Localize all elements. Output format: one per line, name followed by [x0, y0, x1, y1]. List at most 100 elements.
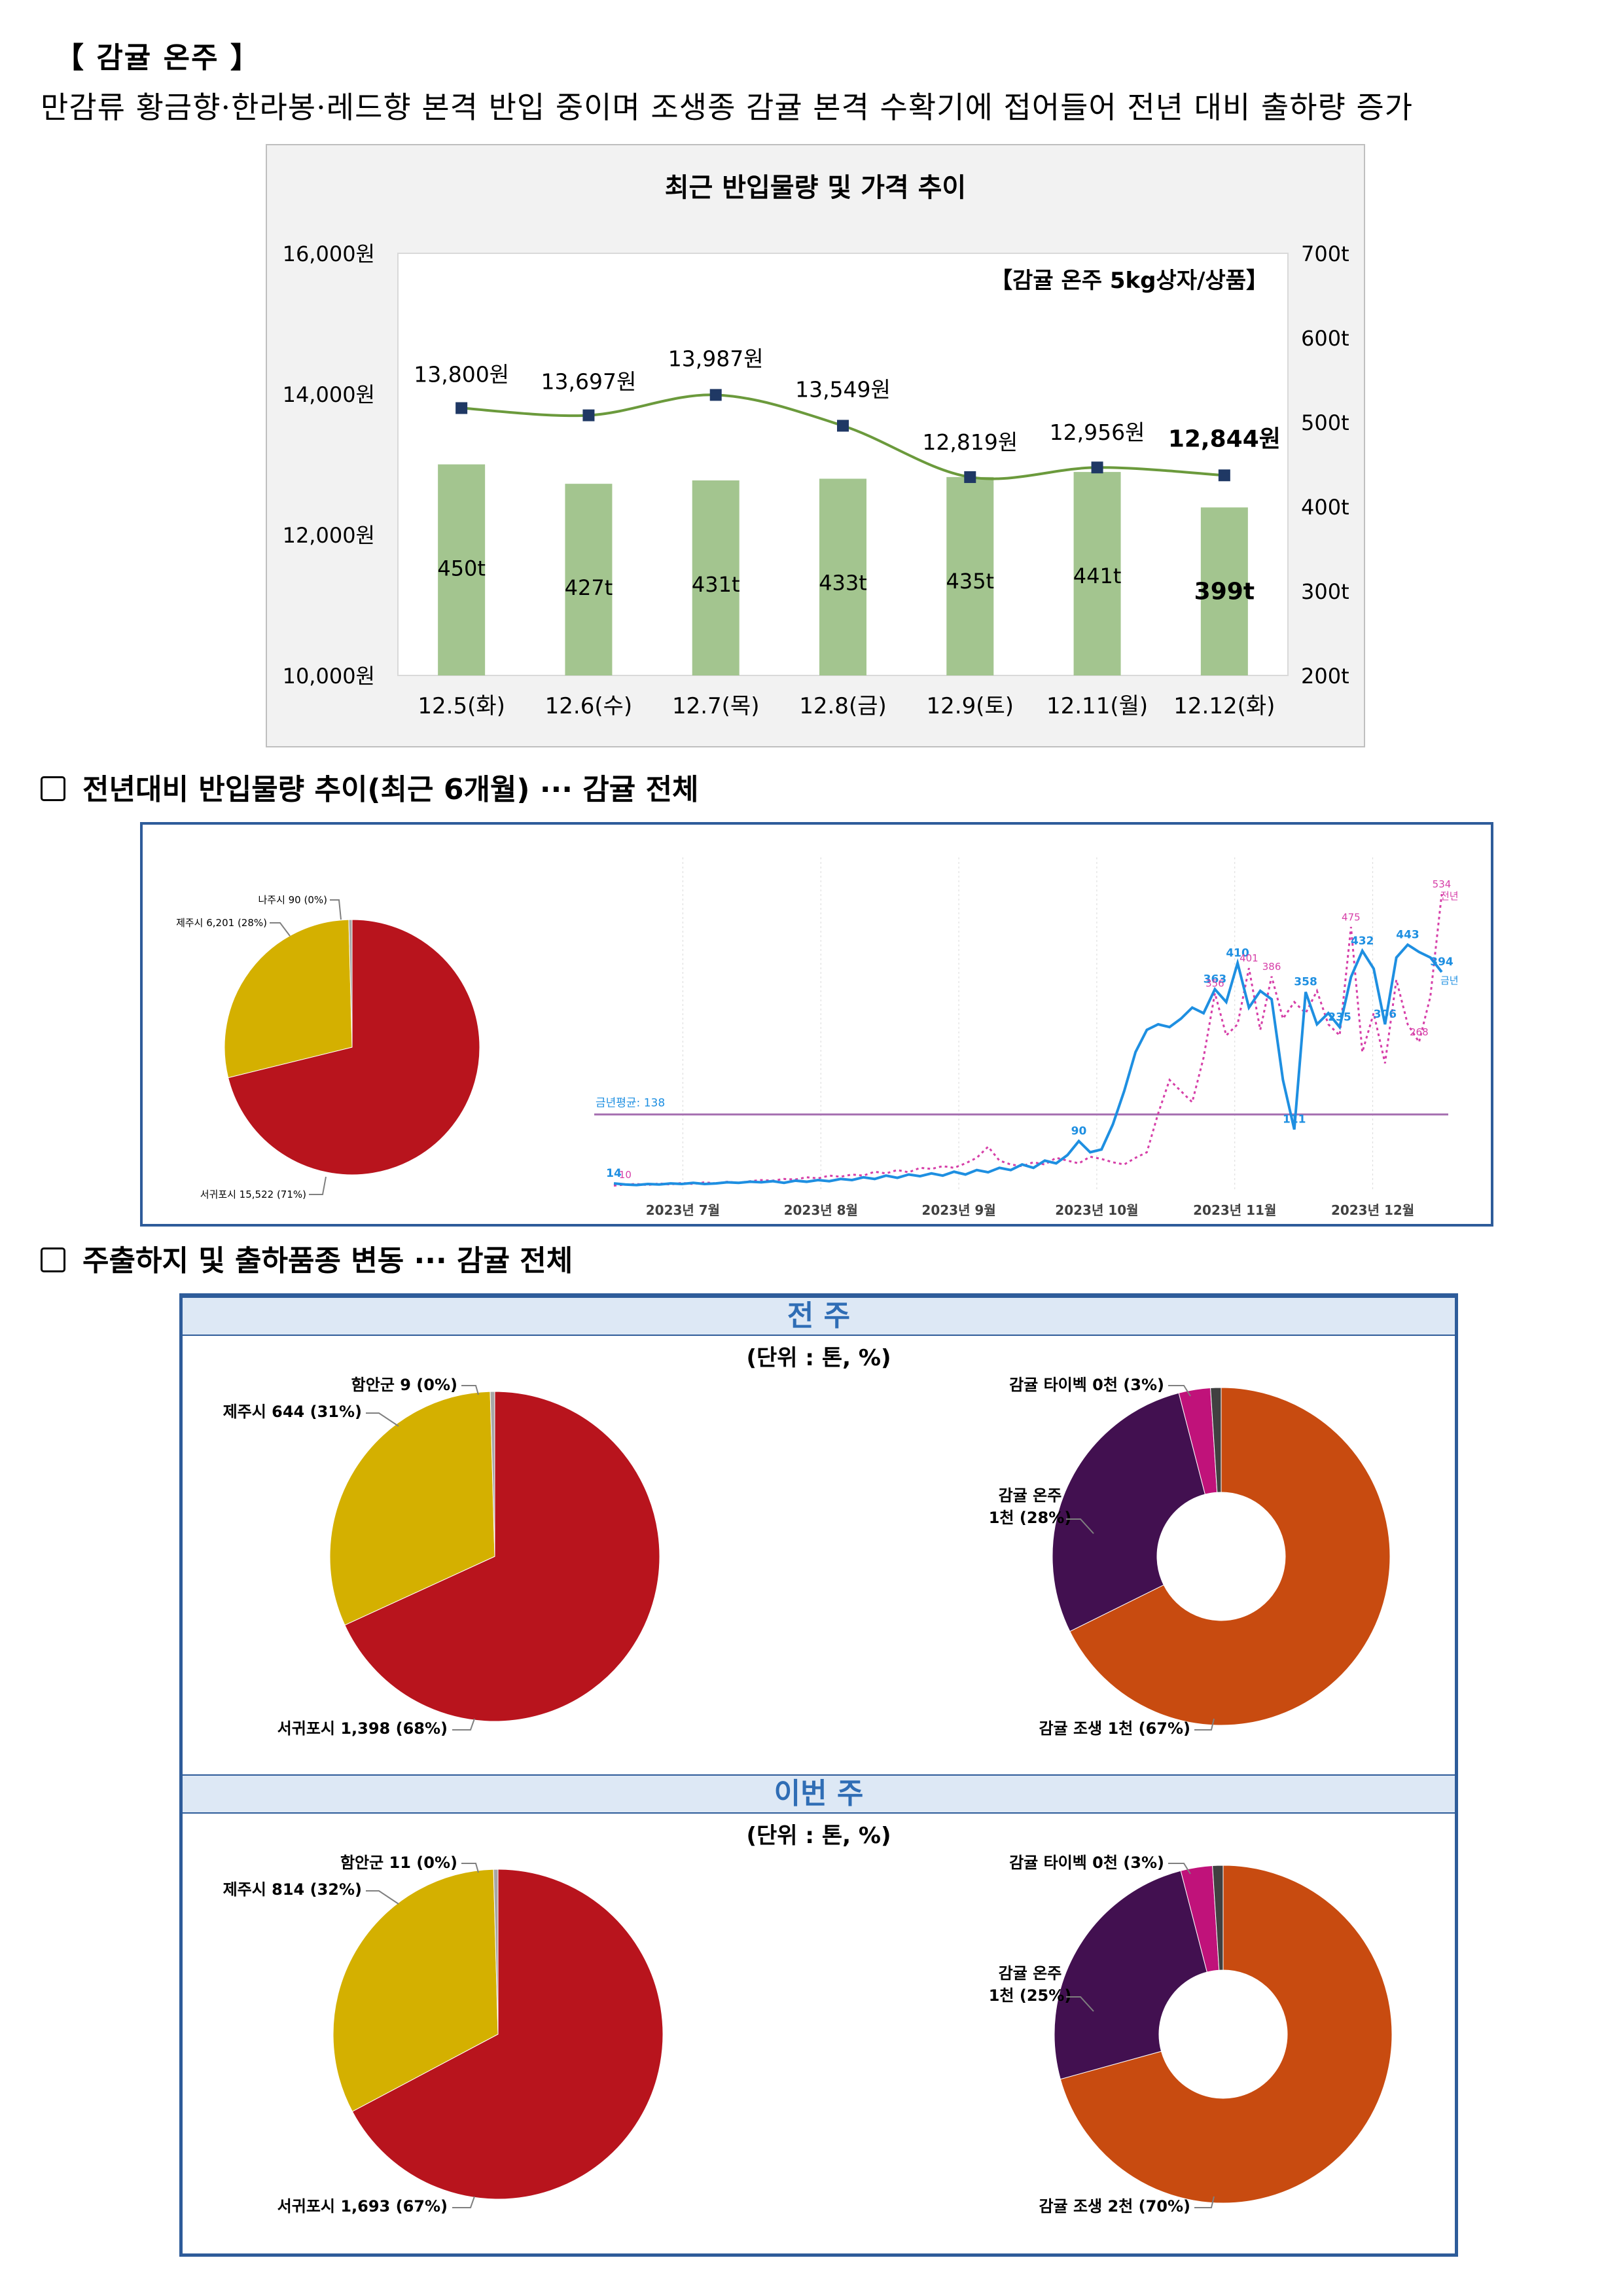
last-year-point-label: 268 — [1410, 1026, 1429, 1038]
origin-pie-label: 함안군 11 (0%) — [340, 1854, 457, 1872]
origin-pie-label: 함안군 9 (0%) — [351, 1376, 457, 1394]
right-tick-label: 200t — [1301, 664, 1349, 689]
pie-label: 제주시 6,201 (28%) — [176, 917, 267, 929]
category-label: 12.12(화) — [1173, 693, 1275, 719]
variety-donut-slice — [1054, 1870, 1207, 2080]
price-label: 12,956원 — [1050, 420, 1145, 445]
section2-heading-wrap: 전년대비 반입물량 추이(최근 6개월) ··· 감귤 전체 — [41, 766, 699, 808]
variety-label: 감귤 조생 1천 (67%) — [1039, 1719, 1190, 1738]
section3-heading: 주출하지 및 출하품종 변동 ··· 감귤 전체 — [82, 1244, 573, 1278]
pie-leader — [1168, 1385, 1191, 1397]
volume-bar — [1200, 507, 1248, 675]
origin-pie-slice — [332, 1869, 499, 2112]
price-marker — [582, 409, 595, 422]
right-tick-label: 300t — [1301, 579, 1349, 604]
origin6m-pie-slice — [228, 919, 480, 1175]
pie-leader — [366, 1890, 399, 1905]
volume-bar — [438, 464, 486, 675]
pie-leader — [270, 922, 291, 937]
price-marker — [709, 389, 722, 401]
pie-leader — [1066, 1518, 1094, 1534]
left-tick-label: 10,000원 — [283, 664, 375, 689]
variety-label: 감귤 타이벡 0천 (3%) — [1009, 1376, 1164, 1394]
price-label: 12,844원 — [1168, 425, 1281, 452]
yoy-volume-panel: 나주시 90 (0%) 제주시 6,201 (28%) 서귀포시 15,522 (7… — [140, 822, 1493, 1227]
month-label: 2023년 11월 — [1193, 1202, 1276, 1218]
page-title: 【 감귤 온주 】 — [55, 41, 260, 75]
pie-leader — [1194, 1718, 1215, 1731]
pie-leader — [1194, 2196, 1215, 2208]
price-marker — [837, 420, 849, 432]
last-year-point-label: 534 — [1433, 878, 1452, 890]
average-label: 금년평균: 138 — [596, 1097, 665, 1110]
variety-label: 감귤 온주 — [999, 1486, 1062, 1505]
price-marker — [455, 402, 468, 414]
month-label: 2023년 8월 — [784, 1202, 858, 1218]
volume-label: 433t — [819, 570, 867, 595]
chart-title: 최근 반입물량 및 가격 추이 — [665, 173, 967, 203]
this-year-point-label: 394 — [1430, 956, 1454, 969]
last-year-point-label: 401 — [1240, 952, 1258, 964]
origin-pie-slice — [351, 1869, 664, 2200]
pie-leader — [461, 1385, 479, 1395]
category-label: 12.11(월) — [1046, 693, 1148, 719]
origin-pie-label: 서귀포시 1,693 (67%) — [277, 2197, 448, 2215]
this-week-band: 이번 주 — [183, 1774, 1455, 1814]
page-subtitle: 만감류 황금향·한라봉·레드향 본격 반입 중이며 조생종 감귤 본격 수확기에… — [41, 90, 1414, 125]
pie-leader — [330, 899, 342, 920]
this-year-point-label: 358 — [1294, 976, 1317, 989]
this-year-line — [613, 942, 1443, 1187]
price-label: 13,800원 — [414, 362, 509, 387]
left-tick-label: 14,000원 — [283, 382, 375, 407]
chart-annotation: 【감귤 온주 5kg상자/상품】 — [990, 268, 1268, 294]
origin-pie-slice — [329, 1391, 495, 1626]
origin-pie-label: 제주시 814 (32%) — [223, 1880, 362, 1899]
category-label: 12.6(수) — [545, 693, 633, 719]
origin-pie-label: 서귀포시 1,398 (68%) — [277, 1719, 448, 1738]
variety-donut-slice — [1052, 1392, 1205, 1632]
left-tick-label: 16,000원 — [283, 242, 375, 266]
pie-leader — [452, 1718, 475, 1731]
price-marker — [1218, 469, 1230, 482]
this-week-unit: (단위 : 톤, %) — [746, 1823, 891, 1849]
last-year-point-label: 475 — [1342, 911, 1361, 923]
volume-label: 441t — [1073, 564, 1122, 588]
variety-label: 감귤 온주 — [999, 1964, 1062, 1982]
right-tick-label: 600t — [1301, 326, 1349, 351]
left-tick-label: 12,000원 — [283, 523, 375, 548]
variety-label: 감귤 타이벡 0천 (3%) — [1009, 1854, 1164, 1872]
variety-donut-slice — [1210, 1387, 1222, 1493]
month-label: 2023년 7월 — [646, 1202, 720, 1218]
origin-pie-label: 제주시 644 (31%) — [223, 1403, 362, 1421]
origin-pie-slice — [490, 1391, 495, 1557]
origin-variety-svg: 함안군 9 (0%) 제주시 644 (31%) 서귀포시 1,398 (68%) 감… — [223, 1376, 1393, 2215]
this-year-point-label: 363 — [1204, 973, 1227, 986]
origin6m-pie-slice — [348, 919, 353, 1048]
variety-label: 1천 (25%) — [989, 1986, 1072, 2005]
price-label: 13,987원 — [668, 346, 764, 371]
last-year-line — [613, 893, 1443, 1187]
section3-heading-wrap: 주출하지 및 출하품종 변동 ··· 감귤 전체 — [41, 1237, 573, 1279]
volume-bar — [819, 478, 866, 675]
pie-leader — [366, 1412, 399, 1427]
month-label: 2023년 9월 — [921, 1202, 995, 1218]
price-volume-chart-svg: 최근 반입물량 및 가격 추이 【감귤 온주 5kg상자/상품】 16,000원 14… — [283, 173, 1349, 719]
this-year-point-label: 443 — [1396, 928, 1419, 941]
price-label: 13,549원 — [795, 376, 891, 402]
variety-label: 감귤 조생 2천 (70%) — [1039, 2197, 1190, 2215]
volume-label: 450t — [437, 556, 486, 581]
price-marker — [1091, 461, 1103, 474]
section2-heading: 전년대비 반입물량 추이(최근 6개월) ··· 감귤 전체 — [82, 773, 699, 806]
right-tick-label: 700t — [1301, 242, 1349, 266]
this-year-point-label: 14 — [606, 1167, 622, 1180]
last-year-legend: 전년 — [1440, 890, 1459, 902]
last-year-point-label: 10 — [619, 1169, 632, 1181]
category-label: 12.7(목) — [672, 693, 760, 719]
pie-leader — [309, 1176, 327, 1195]
this-year-point-label: 235 — [1328, 1011, 1351, 1024]
this-year-point-label: 306 — [1374, 1008, 1397, 1021]
pie-leader — [452, 2196, 475, 2208]
this-year-point-label: 90 — [1071, 1125, 1087, 1138]
price-volume-chart: 최근 반입물량 및 가격 추이 【감귤 온주 5kg상자/상품】 16,000원 14… — [266, 144, 1365, 747]
pie-leader — [461, 1863, 479, 1873]
